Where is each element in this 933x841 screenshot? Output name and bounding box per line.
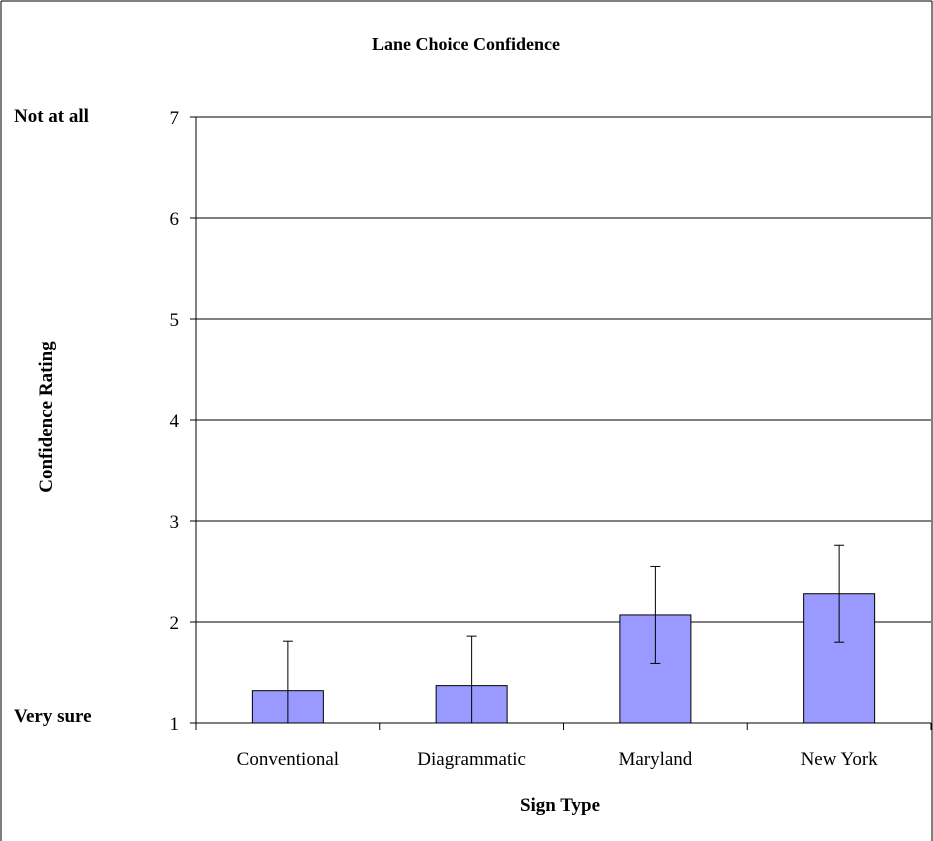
error-bars [282, 544, 845, 723]
y-anchor-bottom-label: Very sure [14, 706, 92, 727]
y-tick-label: 2 [170, 613, 180, 634]
y-tick-label: 6 [170, 209, 180, 230]
x-axis-title: Sign Type [520, 795, 600, 816]
x-tick-label: Diagrammatic [417, 749, 526, 770]
y-tick-label: 5 [170, 310, 180, 331]
y-tick-label: 1 [170, 714, 180, 735]
y-tick-label: 7 [170, 108, 180, 129]
x-tick-label: Conventional [237, 749, 339, 770]
tick-labels: 1 2 3 4 5 6 7 Conventional Diagrammatic Maryland N… [170, 108, 879, 770]
bars [251, 593, 876, 724]
y-tick-label: 3 [170, 512, 180, 533]
gridlines [196, 116, 931, 623]
x-tick-label: New York [801, 749, 879, 770]
chart-title: Lane Choice Confidence [372, 34, 560, 54]
y-axis-title: Confidence Rating [36, 341, 57, 493]
y-anchor-top-label: Not at all [14, 106, 89, 127]
x-tick-label: Maryland [618, 749, 692, 770]
y-tick-label: 4 [170, 411, 180, 432]
